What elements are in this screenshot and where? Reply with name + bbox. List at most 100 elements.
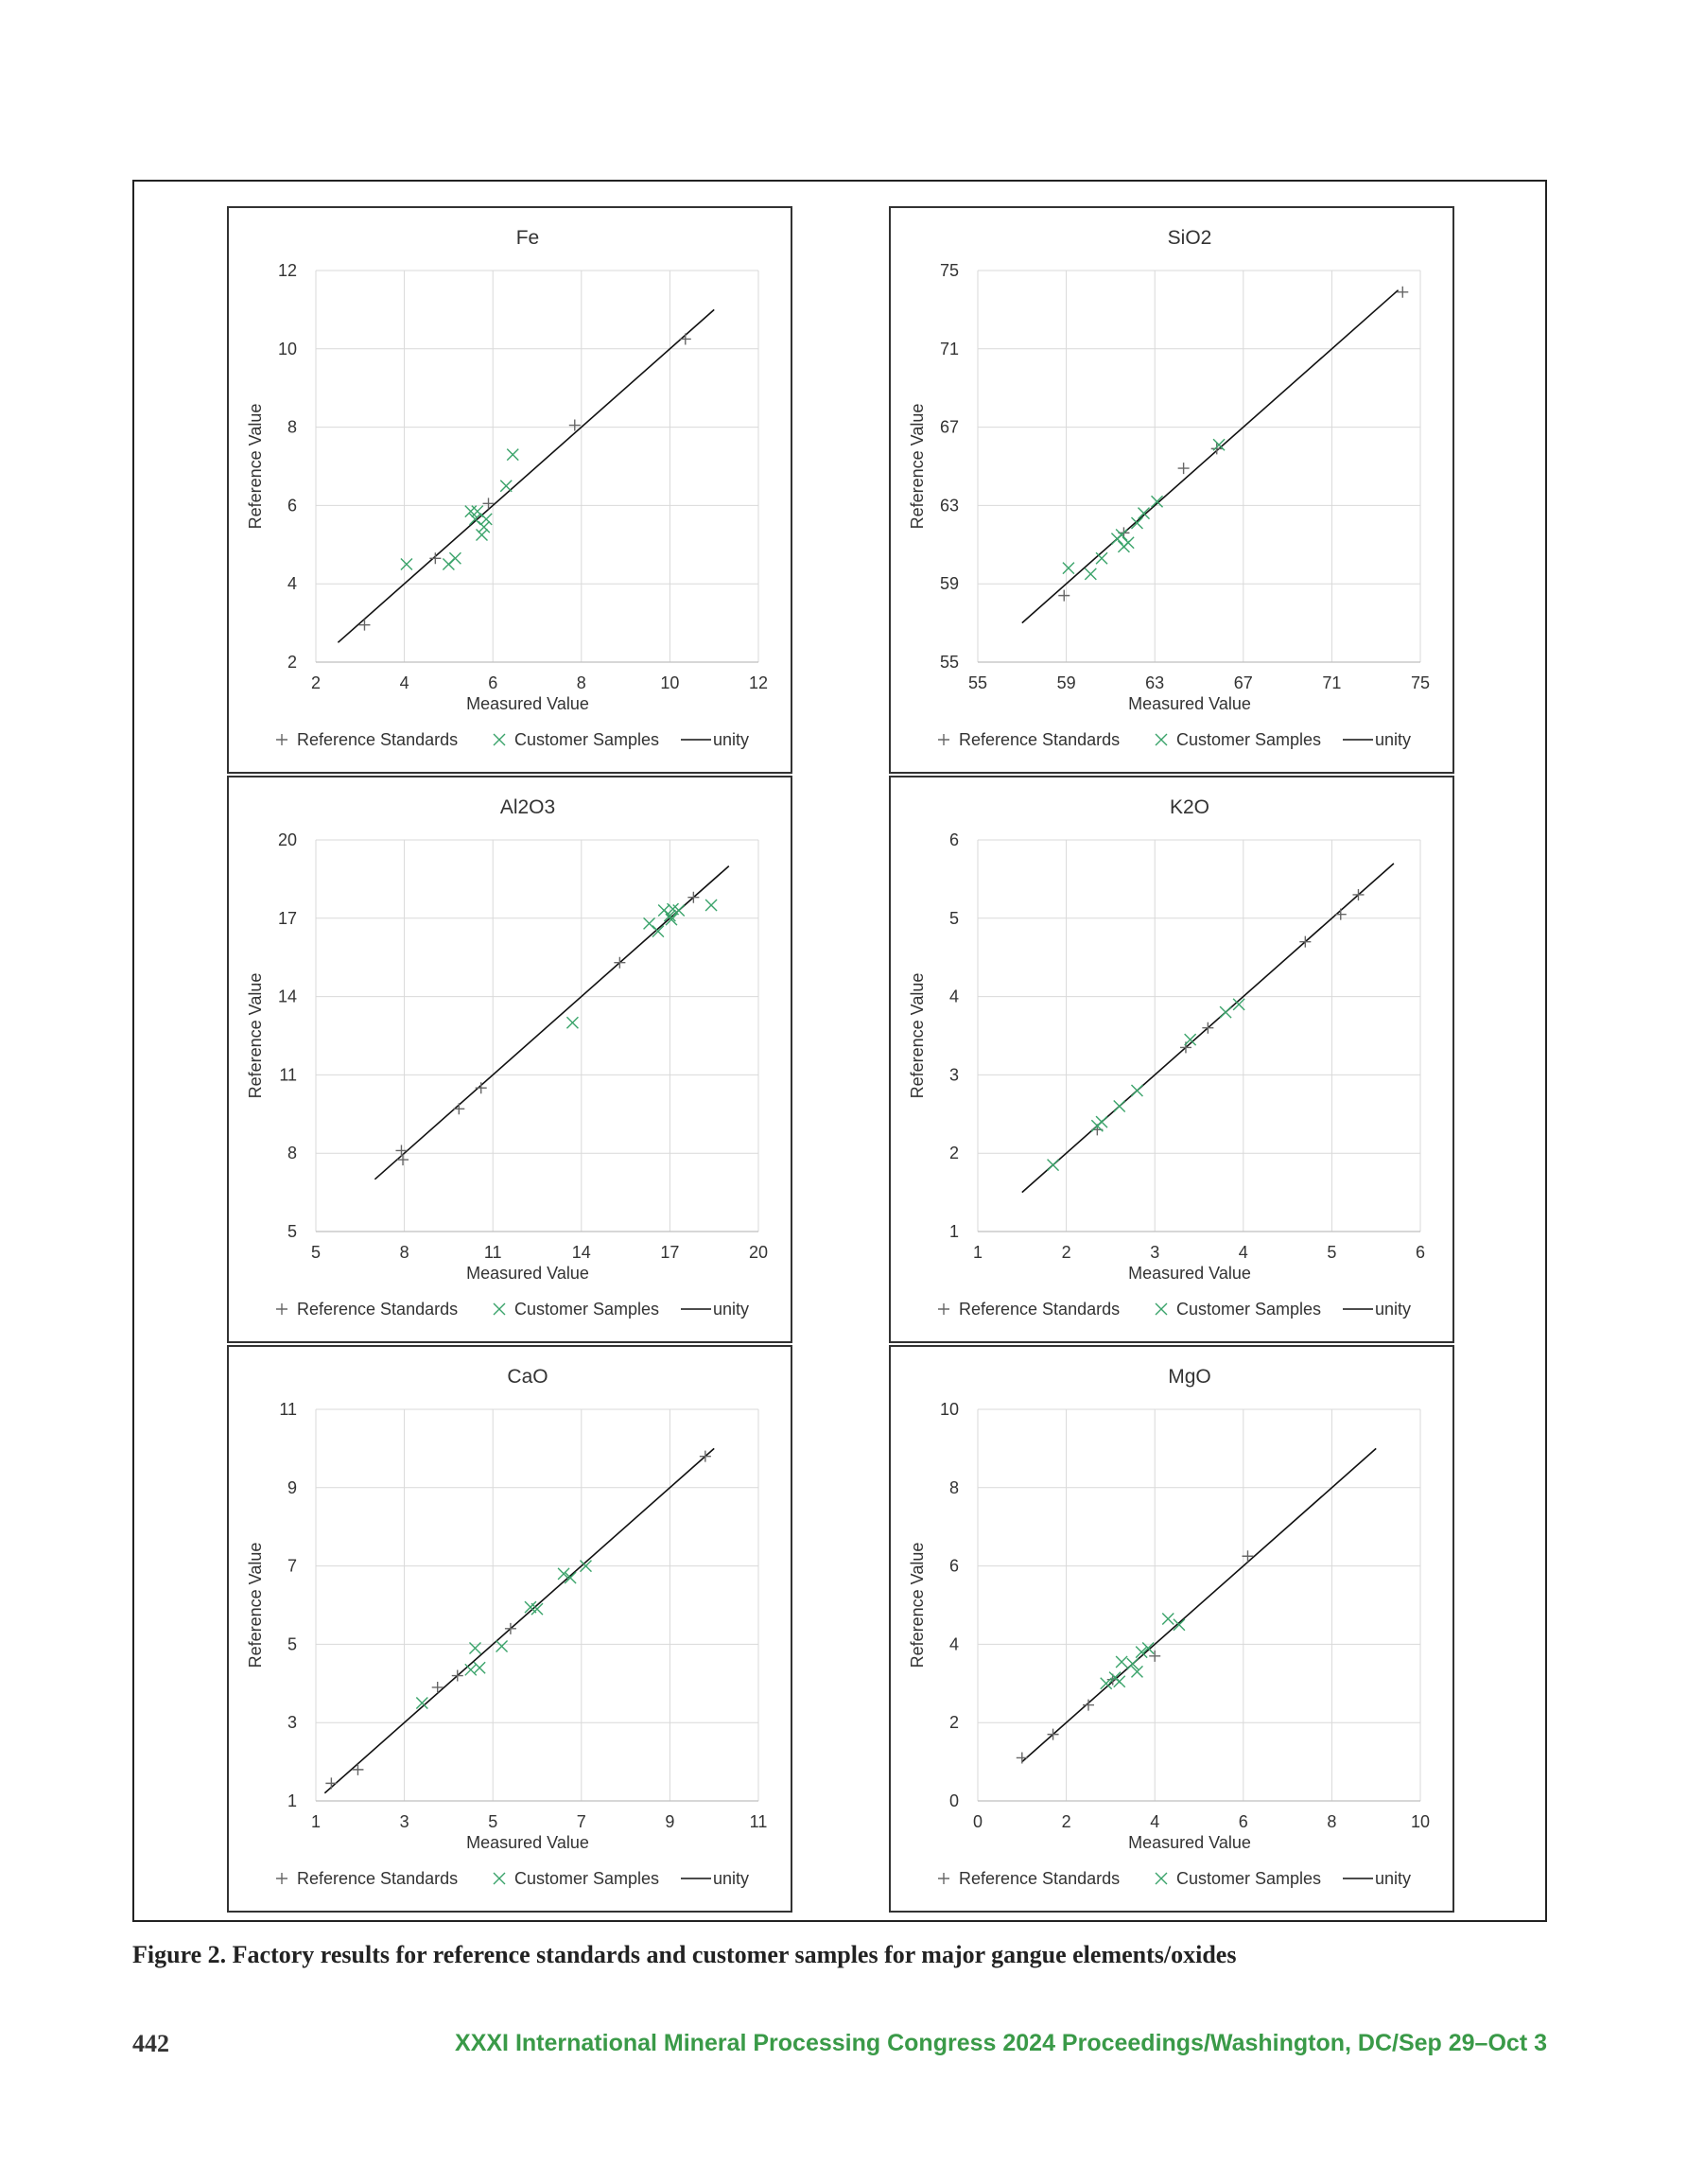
x-tick-label: 63 xyxy=(1145,673,1164,692)
y-tick-label: 3 xyxy=(287,1713,297,1732)
unity-line xyxy=(1021,1447,1377,1763)
chart-title: CaO xyxy=(507,1366,548,1388)
legend-reference-label: Reference Standards xyxy=(959,1869,1120,1888)
y-tick-label: 2 xyxy=(949,1713,959,1732)
customer-sample-point xyxy=(479,513,493,526)
reference-standard-point xyxy=(358,619,371,631)
legend-customer-marker xyxy=(493,1302,506,1316)
unity-line xyxy=(337,308,715,643)
chart-title: Fe xyxy=(516,227,540,249)
customer-sample-point xyxy=(704,899,718,912)
x-tick-label: 11 xyxy=(750,1812,768,1831)
customer-sample-point xyxy=(1232,998,1245,1011)
legend-unity-label: unity xyxy=(713,730,749,749)
customer-sample-point xyxy=(464,1663,478,1676)
x-tick-label: 10 xyxy=(660,673,679,692)
x-tick-label: 4 xyxy=(1239,1243,1248,1262)
customer-sample-point xyxy=(564,1571,577,1584)
y-tick-label: 59 xyxy=(940,574,959,593)
customer-sample-point xyxy=(1090,1119,1104,1132)
legend-reference-label: Reference Standards xyxy=(297,1300,458,1319)
x-tick-label: 4 xyxy=(1150,1812,1159,1831)
y-axis-label: Reference Value xyxy=(246,973,265,1099)
legend-customer-marker xyxy=(1155,1872,1168,1885)
y-tick-label: 8 xyxy=(287,418,297,437)
customer-sample-point xyxy=(468,513,481,526)
reference-standard-point xyxy=(614,956,626,969)
reference-standard-point xyxy=(352,1763,364,1775)
y-tick-label: 11 xyxy=(279,1400,297,1419)
x-tick-label: 6 xyxy=(1239,1812,1248,1831)
y-tick-label: 5 xyxy=(287,1222,297,1241)
reference-standard-point xyxy=(1083,1699,1094,1711)
legend-customer-marker xyxy=(1155,1302,1168,1316)
customer-sample-point xyxy=(643,917,656,930)
x-tick-label: 5 xyxy=(488,1812,497,1831)
customer-sample-point xyxy=(652,925,665,938)
x-tick-label: 8 xyxy=(1327,1812,1336,1831)
chart-title: SiO2 xyxy=(1168,227,1212,249)
x-tick-label: 20 xyxy=(749,1243,768,1262)
y-tick-label: 2 xyxy=(287,653,297,672)
x-axis-label: Measured Value xyxy=(466,1833,589,1852)
legend-customer-marker xyxy=(1155,733,1168,746)
customer-sample-point xyxy=(530,1602,544,1616)
legend-unity-label: unity xyxy=(713,1869,749,1888)
x-tick-label: 2 xyxy=(1062,1243,1071,1262)
y-axis-label: Reference Value xyxy=(908,404,927,530)
customer-sample-point xyxy=(1047,1159,1060,1172)
x-tick-label: 55 xyxy=(968,673,987,692)
y-tick-label: 9 xyxy=(287,1478,297,1497)
legend-unity-label: unity xyxy=(713,1300,749,1319)
y-tick-label: 71 xyxy=(940,340,959,358)
reference-standard-point xyxy=(504,1622,516,1634)
customer-sample-point xyxy=(448,551,461,565)
legend-unity-label: unity xyxy=(1375,1869,1411,1888)
reference-standard-point xyxy=(431,1681,443,1693)
reference-standard-point xyxy=(1334,908,1347,920)
customer-sample-point xyxy=(1138,507,1150,520)
customer-sample-point xyxy=(400,558,413,570)
x-tick-label: 0 xyxy=(973,1812,983,1831)
legend-reference-marker xyxy=(276,734,287,745)
x-tick-label: 14 xyxy=(572,1243,591,1262)
reference-standard-point xyxy=(1352,888,1365,900)
chart-title: K2O xyxy=(1170,796,1209,818)
customer-sample-point xyxy=(1151,495,1164,508)
chart-panel-k2o: 1 2 3 4 5 6 1 2 3 4 5 6 K2O Measured Value Reference V… xyxy=(889,776,1454,1343)
customer-sample-point xyxy=(1115,528,1128,541)
reference-standard-point xyxy=(1397,286,1409,298)
reference-standard-point xyxy=(1047,1728,1059,1740)
chart-svg-fe: 2 4 6 8 10 12 2 4 6 8 10 12 Fe Measured Value Referenc… xyxy=(246,227,768,749)
legend-reference-marker xyxy=(276,1303,287,1315)
y-tick-label: 3 xyxy=(949,1065,959,1084)
reference-standard-point xyxy=(699,1450,711,1462)
x-tick-label: 2 xyxy=(1062,1812,1071,1831)
legend-reference-label: Reference Standards xyxy=(959,730,1120,749)
x-tick-label: 71 xyxy=(1322,673,1341,692)
y-tick-label: 75 xyxy=(940,261,959,280)
chart-panel-fe: 2 4 6 8 10 12 2 4 6 8 10 12 Fe Measured Value Referenc… xyxy=(227,206,792,774)
x-tick-label: 3 xyxy=(400,1812,409,1831)
customer-sample-point xyxy=(1161,1612,1174,1625)
customer-sample-point xyxy=(672,904,686,917)
y-tick-label: 10 xyxy=(278,340,297,358)
legend-customer-marker xyxy=(493,733,506,746)
customer-sample-point xyxy=(1113,1675,1126,1688)
reference-standard-point xyxy=(1016,1752,1028,1764)
customer-sample-point xyxy=(471,505,484,518)
x-tick-label: 12 xyxy=(749,673,768,692)
customer-sample-point xyxy=(1184,1033,1197,1046)
x-tick-label: 67 xyxy=(1234,673,1253,692)
page-number: 442 xyxy=(132,2030,169,2057)
customer-sample-point xyxy=(1141,1642,1155,1655)
x-axis-label: Measured Value xyxy=(1128,1264,1251,1283)
y-axis-label: Reference Value xyxy=(908,973,927,1099)
reference-standard-point xyxy=(453,1103,465,1115)
figure-caption: Figure 2. Factory results for reference … xyxy=(132,1941,1237,1968)
customer-sample-point xyxy=(1100,1677,1113,1690)
legend-unity-label: unity xyxy=(1375,1300,1411,1319)
y-axis-label: Reference Value xyxy=(908,1543,927,1669)
customer-sample-point xyxy=(496,1639,509,1652)
